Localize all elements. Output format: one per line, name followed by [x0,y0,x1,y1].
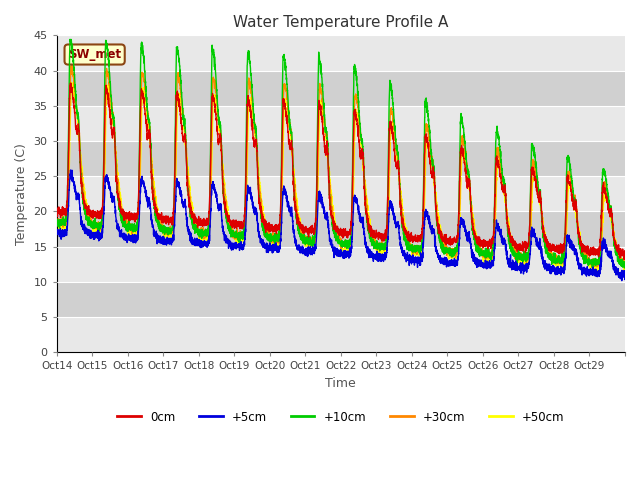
Y-axis label: Temperature (C): Temperature (C) [15,143,28,245]
Text: SW_met: SW_met [68,48,121,61]
Bar [57,212,625,247]
Bar [57,71,625,106]
Bar [57,141,625,176]
X-axis label: Time: Time [326,377,356,390]
Title: Water Temperature Profile A: Water Temperature Profile A [233,15,449,30]
Legend: 0cm, +5cm, +10cm, +30cm, +50cm: 0cm, +5cm, +10cm, +30cm, +50cm [112,406,570,428]
Bar [57,282,625,317]
